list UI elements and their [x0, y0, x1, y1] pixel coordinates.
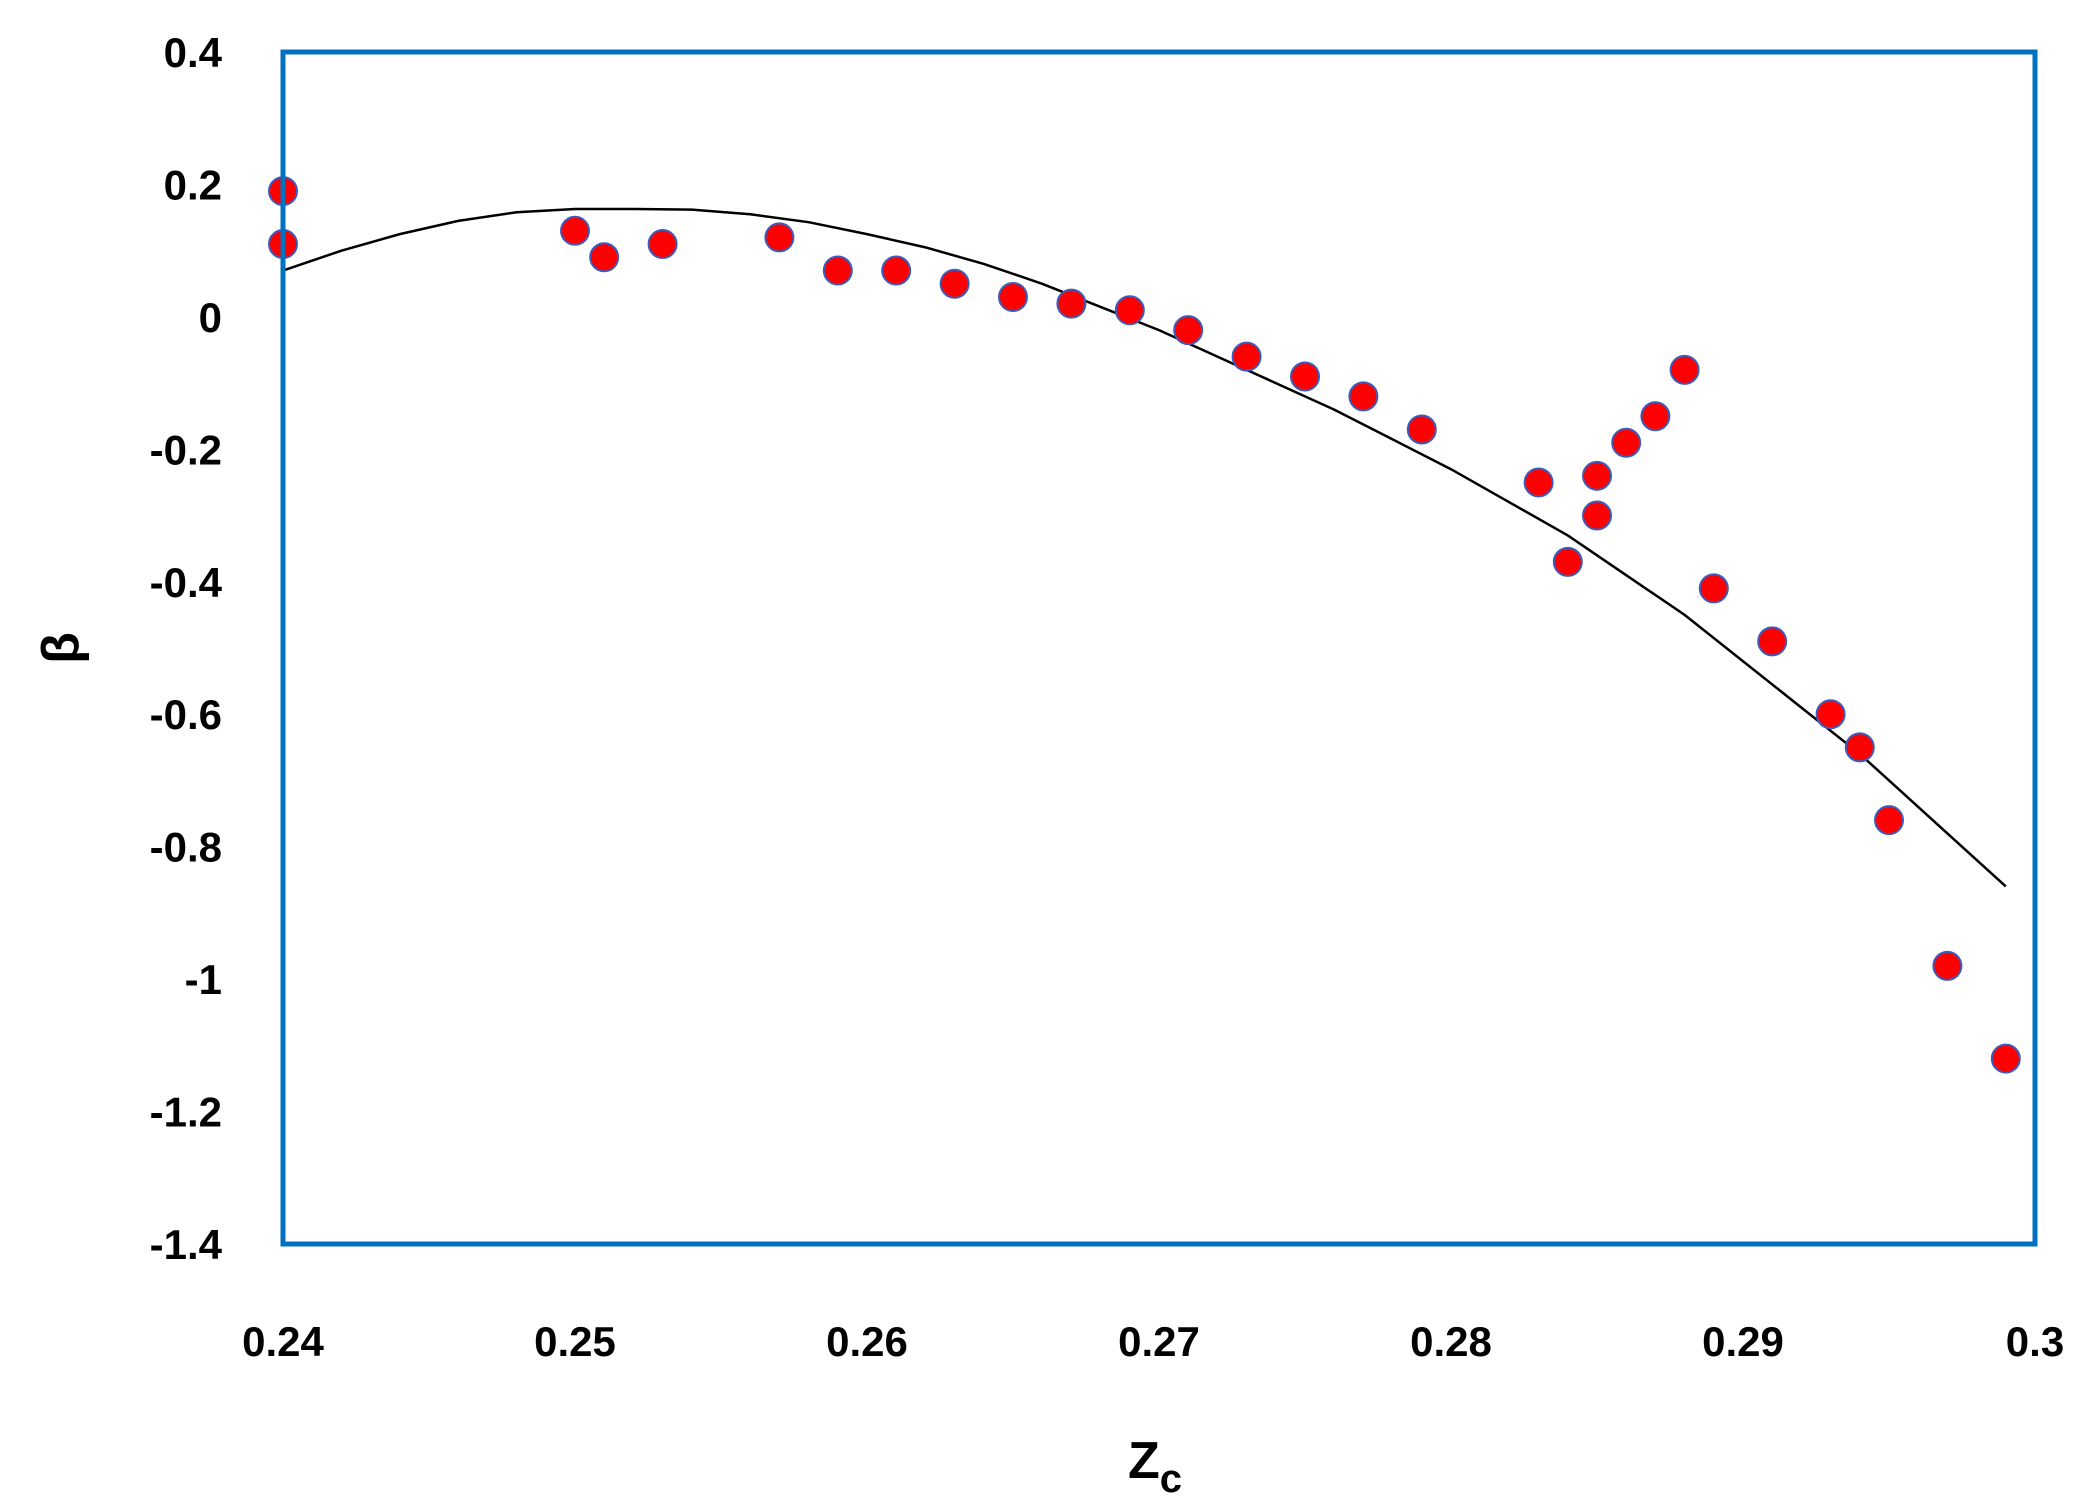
x-tick-label: 0.27 — [1118, 1318, 1200, 1365]
plot-area-frame — [280, 49, 2038, 1247]
data-point — [560, 215, 590, 246]
data-point — [1698, 573, 1729, 604]
x-tick-label: 0.25 — [534, 1318, 616, 1365]
data-point — [1231, 341, 1262, 372]
y-axis-title: β — [32, 632, 90, 664]
data-point — [1406, 414, 1437, 445]
y-tick-label: 0.4 — [164, 29, 223, 76]
data-point — [1611, 427, 1642, 458]
data-point — [881, 255, 912, 286]
y-tick-label: -1.2 — [150, 1089, 222, 1136]
data-point — [1523, 467, 1554, 498]
data-point — [1290, 361, 1320, 392]
data-point — [589, 242, 620, 273]
data-point — [764, 222, 795, 253]
data-point — [1582, 500, 1612, 531]
data-point — [1844, 732, 1875, 763]
data-point — [1114, 295, 1145, 326]
data-point — [939, 268, 970, 299]
data-point — [1173, 315, 1204, 346]
x-tick-label: 0.26 — [826, 1318, 908, 1365]
data-point — [1932, 950, 1963, 981]
y-tick-label: -1 — [185, 956, 222, 1003]
data-point — [1640, 401, 1671, 432]
data-point — [1815, 699, 1846, 730]
data-point — [1582, 460, 1612, 491]
y-tick-label: -0.6 — [150, 691, 222, 738]
data-point — [1348, 381, 1379, 412]
x-tick-label: 0.28 — [1410, 1318, 1492, 1365]
data-point — [1669, 354, 1700, 385]
y-tick-label: 0.2 — [164, 161, 222, 208]
data-point — [1757, 626, 1788, 657]
x-axis-title-subscript: c — [1160, 1457, 1182, 1501]
y-tick-label: -0.2 — [150, 426, 222, 473]
y-tick-label: -0.8 — [150, 824, 222, 871]
data-point — [1552, 546, 1583, 577]
data-points-layer — [268, 176, 2021, 1074]
y-axis-ticks: 0.4 0.2 0 -0.2 -0.4 -0.6 -0.8 -1 -1.2 -1.4 — [150, 29, 223, 1268]
x-axis-title: Zc — [1128, 1432, 1182, 1501]
data-point — [647, 229, 678, 260]
fitted-curve — [282, 207, 2007, 888]
data-point — [822, 255, 853, 286]
data-point — [1990, 1043, 2021, 1074]
y-tick-label: 0 — [199, 294, 222, 341]
x-tick-label: 0.24 — [242, 1318, 324, 1365]
fitted-curve-layer — [282, 207, 2007, 888]
y-tick-label: -1.4 — [150, 1221, 223, 1268]
x-axis-title-main: Z — [1128, 1432, 1160, 1490]
data-point — [1056, 288, 1087, 319]
y-tick-label: -0.4 — [150, 559, 223, 606]
data-point — [1874, 805, 1904, 836]
x-axis-ticks: 0.24 0.25 0.26 0.27 0.28 0.29 0.3 — [242, 1318, 2064, 1365]
x-tick-label: 0.29 — [1702, 1318, 1784, 1365]
data-point — [998, 282, 1028, 313]
x-tick-label: 0.3 — [2006, 1318, 2064, 1365]
